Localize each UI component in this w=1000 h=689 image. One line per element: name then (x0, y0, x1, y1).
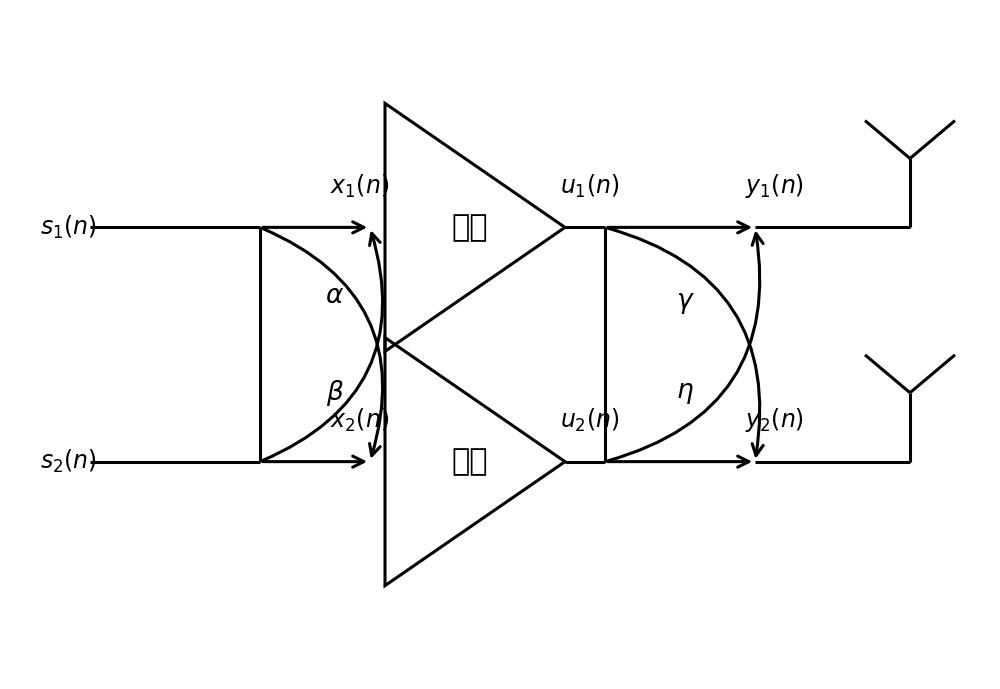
Text: 功放: 功放 (452, 447, 488, 476)
Text: 功放: 功放 (452, 213, 488, 242)
Text: $\eta$: $\eta$ (676, 380, 694, 406)
Text: $\beta$: $\beta$ (326, 378, 344, 408)
Text: $y_2(n)$: $y_2(n)$ (745, 406, 805, 434)
Text: $x_1(n)$: $x_1(n)$ (330, 173, 390, 200)
Text: $s_1(n)$: $s_1(n)$ (40, 214, 97, 241)
Text: $x_2(n)$: $x_2(n)$ (330, 407, 390, 434)
Text: $y_1(n)$: $y_1(n)$ (745, 172, 805, 200)
Text: $s_2(n)$: $s_2(n)$ (40, 448, 97, 475)
Text: $u_2(n)$: $u_2(n)$ (560, 407, 620, 434)
Text: $\gamma$: $\gamma$ (676, 290, 694, 316)
Text: $u_1(n)$: $u_1(n)$ (560, 173, 620, 200)
Text: $\alpha$: $\alpha$ (325, 283, 345, 309)
